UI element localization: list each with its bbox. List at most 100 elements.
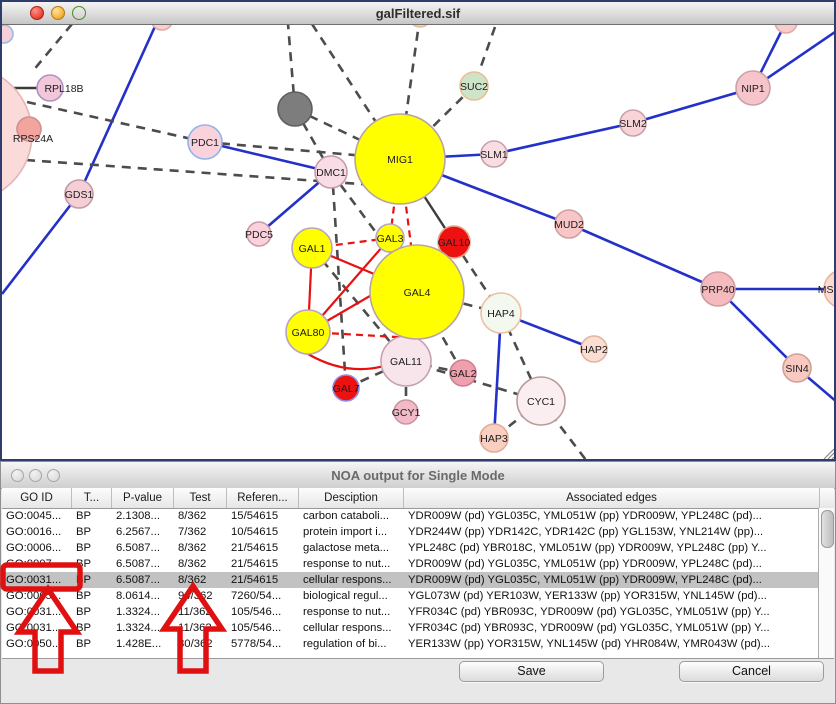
node-DMC1[interactable] — [314, 155, 348, 189]
node-GAL3[interactable] — [375, 223, 405, 253]
minimize-button[interactable] — [51, 6, 65, 20]
node-GDS1[interactable] — [64, 179, 94, 209]
table-row[interactable]: GO:0016... BP 6.2567... 7/362 10/54615 protei… — [2, 524, 818, 540]
table-cell: GO:0031... — [6, 574, 62, 586]
table-bottom-border — [2, 658, 834, 659]
close-button[interactable] — [30, 6, 44, 20]
node-SIN4[interactable] — [782, 353, 812, 383]
zoom-button[interactable] — [72, 6, 86, 20]
table-cell: 1.3324... — [116, 622, 160, 634]
table-row[interactable]: GO:0045... BP 2.1308... 8/362 15/54615 carbon… — [2, 508, 818, 524]
table-cell: 105/546... — [231, 622, 282, 634]
node-label-GAL10: GAL10 — [438, 237, 471, 249]
node-corner-cut-node[interactable] — [2, 24, 14, 44]
edge — [492, 312, 503, 439]
column-header-t-[interactable]: T... — [72, 488, 112, 508]
table-cell: response to nut... — [303, 558, 391, 570]
table-row[interactable]: GO:0031... BP 6.5087... 8/362 21/54615 cellul… — [2, 572, 818, 588]
node-PDC1[interactable] — [187, 124, 223, 160]
column-header-referen-[interactable]: Referen... — [227, 488, 299, 508]
node-label-GCY1: GCY1 — [392, 407, 421, 419]
table-cell: cellular respons... — [303, 622, 392, 634]
table-cell: 7/362 — [178, 526, 207, 538]
edge — [717, 288, 798, 369]
table-cell: YGL073W (pd) YER103W, YER133W (pp) YOR31… — [408, 590, 767, 602]
column-header-desciption[interactable]: Desciption — [299, 488, 404, 508]
table-cell: BP — [76, 590, 92, 602]
node-HAP2[interactable] — [580, 335, 608, 363]
column-header-associated-edges[interactable]: Associated edges — [404, 488, 820, 508]
table-cell: 5778/54... — [231, 638, 282, 650]
table-cell: BP — [76, 542, 92, 554]
node-SLM1[interactable] — [480, 140, 508, 168]
node-SUC2[interactable] — [459, 71, 489, 101]
table-cell: 80/362 — [178, 638, 213, 650]
node-gray-node[interactable] — [277, 91, 313, 127]
table-cell: YER133W (pp) YOR315W, YNL145W (pd) YHR08… — [408, 638, 771, 650]
node-PDC5[interactable] — [246, 221, 272, 247]
node-GAL10[interactable] — [437, 225, 471, 259]
noa-window-title: NOA output for Single Mode — [331, 467, 505, 483]
node-GAL1[interactable] — [291, 227, 333, 269]
table-body: GO:0045... BP 2.1308... 8/362 15/54615 carbon… — [2, 508, 818, 658]
node-label-PDC1: PDC1 — [191, 137, 219, 149]
scrollbar-thumb[interactable] — [821, 510, 834, 548]
node-label-DMC1: DMC1 — [316, 167, 346, 179]
table-header-row[interactable]: GO ID T... P-value Test Referen... Desciption… — [2, 488, 834, 509]
table-cell: YDR009W (pd) YGL035C, YML051W (pp) YDR00… — [408, 574, 762, 586]
node-RPL18B[interactable] — [36, 74, 64, 102]
table-cell: 1.428E... — [116, 638, 162, 650]
table-row[interactable]: GO:0006... BP 6.5087... 8/362 21/54615 galact… — [2, 540, 818, 556]
cancel-button[interactable]: Cancel — [679, 661, 824, 682]
edge — [26, 100, 206, 144]
node-SLM2[interactable] — [619, 109, 647, 137]
table-row[interactable]: GO:0031... BP 1.3324... 11/362 105/546... res… — [2, 604, 818, 620]
zoom-button[interactable] — [47, 468, 60, 482]
node-GAL2[interactable] — [449, 359, 477, 387]
column-header-p-value[interactable]: P-value — [112, 488, 174, 508]
minimize-button[interactable] — [29, 468, 42, 482]
network-window: RPL18B RPS24A GDS1 PDC1 PDC5 DMC1 MIG1 SUC2 SLM1… — [0, 0, 836, 461]
edge — [31, 23, 73, 73]
node-label-GAL1: GAL1 — [299, 243, 326, 255]
column-header-go-id[interactable]: GO ID — [2, 488, 72, 508]
table-cell: YFR034C (pd) YBR093C, YDR009W (pd) YGL03… — [408, 606, 770, 618]
table-cell: response to nut... — [303, 606, 391, 618]
table-row[interactable]: GO:0007... BP 6.5087... 8/362 21/54615 respon… — [2, 556, 818, 572]
results-table: GO ID T... P-value Test Referen... Desciption… — [2, 488, 834, 658]
edge — [286, 23, 297, 110]
node-CYC1[interactable] — [516, 376, 566, 426]
table-row[interactable]: GO:0050... BP 1.428E... 80/362 5778/54... reg… — [2, 636, 818, 652]
network-window-titlebar[interactable]: galFiltered.sif — [2, 2, 834, 25]
table-cell: 15/54615 — [231, 510, 279, 522]
node-MIG1[interactable] — [354, 113, 446, 205]
edge — [331, 185, 348, 389]
table-row[interactable]: GO:0065... BP 8.0614... 94/362 7260/54... bio… — [2, 588, 818, 604]
node-MUD2[interactable] — [554, 209, 584, 239]
node-GAL80[interactable] — [285, 309, 331, 355]
node-GCY1[interactable] — [393, 399, 419, 425]
node-GAL4[interactable] — [369, 244, 465, 340]
node-PRP40[interactable] — [700, 271, 736, 307]
node-HAP4[interactable] — [480, 292, 522, 334]
table-cell: 21/54615 — [231, 542, 279, 554]
node-HAP3[interactable] — [479, 423, 509, 453]
node-NIP1[interactable] — [735, 70, 771, 106]
node-label-MIG1: MIG1 — [387, 154, 413, 166]
node-MSI1[interactable] — [823, 270, 836, 308]
table-cell: 8/362 — [178, 542, 207, 554]
table-cell: YDR009W (pd) YGL035C, YML051W (pp) YDR00… — [408, 558, 762, 570]
node-GAL7[interactable] — [332, 374, 360, 402]
save-button[interactable]: Save — [459, 661, 604, 682]
table-cell: BP — [76, 526, 92, 538]
vertical-scrollbar[interactable] — [818, 508, 834, 658]
node-RPS24A[interactable] — [16, 116, 42, 142]
close-button[interactable] — [11, 468, 24, 482]
table-cell: regulation of bi... — [303, 638, 387, 650]
noa-window-titlebar[interactable]: NOA output for Single Mode — [1, 462, 835, 489]
network-canvas[interactable]: RPL18B RPS24A GDS1 PDC1 PDC5 DMC1 MIG1 SUC2 SLM1… — [2, 2, 836, 461]
column-header-test[interactable]: Test — [174, 488, 227, 508]
table-cell: YPL248C (pd) YBR018C, YML051W (pp) YDR00… — [408, 542, 767, 554]
table-cell: BP — [76, 510, 92, 522]
table-row[interactable]: GO:0031... BP 1.3324... 11/362 105/546... cel… — [2, 620, 818, 636]
